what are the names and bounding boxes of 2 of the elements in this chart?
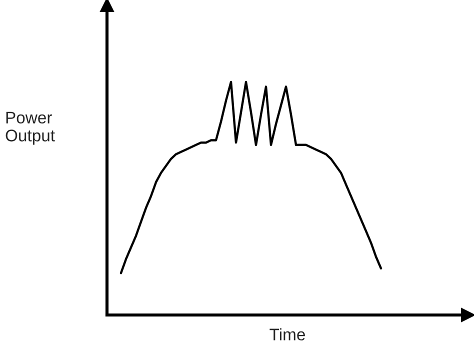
x-axis-title: Time <box>270 328 305 340</box>
y-axis-title: Power Output <box>6 112 55 145</box>
